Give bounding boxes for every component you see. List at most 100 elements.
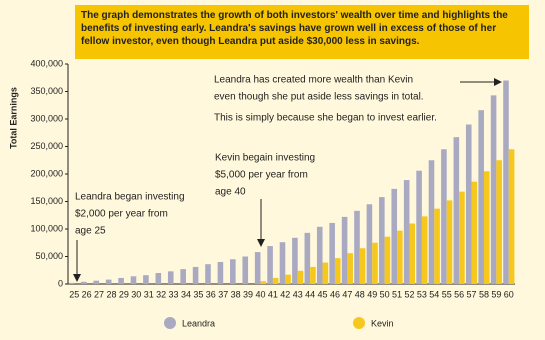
x-tick-label: 43	[293, 289, 303, 299]
annotation: even though she put aside less savings i…	[214, 92, 424, 103]
y-tick-label: 0	[58, 278, 63, 288]
bar	[453, 137, 460, 284]
y-tick-label: 150,000	[30, 196, 63, 206]
x-tick-label: 35	[193, 289, 203, 299]
bar	[384, 236, 391, 284]
note-box: The graph demonstrates the growth of bot…	[75, 5, 529, 59]
bar	[428, 160, 435, 284]
x-tick-label: 47	[342, 289, 352, 299]
annotation: $2,000 per year from	[75, 209, 168, 220]
x-tick-label: 31	[144, 289, 154, 299]
bar	[446, 200, 453, 284]
bar	[403, 180, 410, 284]
bar	[316, 226, 323, 284]
y-tick-label: 200,000	[30, 168, 63, 178]
bar	[496, 160, 502, 284]
bar	[322, 262, 329, 284]
bar	[230, 259, 236, 284]
bar	[68, 282, 75, 284]
bar	[354, 210, 360, 284]
bar	[304, 232, 311, 284]
bar	[155, 273, 162, 284]
y-tick-label: 250,000	[30, 141, 63, 151]
bar	[478, 110, 484, 284]
bar	[434, 208, 440, 284]
bar	[272, 277, 279, 284]
legend-label: Leandra	[182, 318, 215, 328]
x-tick-label: 48	[355, 289, 365, 299]
annotation: Kevin begain investing	[215, 153, 315, 164]
bar	[118, 277, 124, 284]
bar	[242, 256, 249, 284]
bar	[81, 281, 87, 284]
bar	[93, 280, 100, 284]
y-tick-label: 50,000	[35, 251, 63, 261]
x-tick-label: 41	[268, 289, 278, 299]
bar	[503, 80, 509, 284]
x-tick-label: 51	[392, 289, 402, 299]
x-tick-label: 58	[479, 289, 489, 299]
bar	[397, 230, 403, 284]
legend-swatch	[164, 317, 176, 329]
x-tick-label: 29	[119, 289, 129, 299]
bar	[441, 149, 447, 284]
annotation: This is simply because she began to inve…	[214, 113, 437, 124]
annotation: Leandra began investing	[75, 192, 185, 203]
x-tick-label: 59	[491, 289, 501, 299]
bar	[260, 281, 267, 284]
bar	[508, 149, 515, 284]
bar	[254, 252, 261, 284]
x-tick-label: 46	[330, 289, 340, 299]
bar	[379, 197, 385, 284]
x-tick-label: 25	[69, 289, 79, 299]
bar	[465, 124, 472, 284]
bar	[180, 269, 186, 284]
annotation: Leandra has created more wealth than Kev…	[214, 75, 413, 86]
bar	[341, 216, 348, 284]
bar	[279, 242, 286, 284]
y-tick-label: 350,000	[30, 86, 63, 96]
annotation: $5,000 per year from	[215, 170, 308, 181]
x-tick-label: 38	[231, 289, 241, 299]
y-tick-label: 100,000	[30, 223, 63, 233]
bar	[359, 248, 366, 284]
y-axis-label: Total Earnings	[8, 87, 18, 149]
x-tick-label: 45	[318, 289, 328, 299]
bar	[167, 271, 174, 284]
bar	[285, 274, 291, 284]
x-tick-label: 42	[280, 289, 290, 299]
x-tick-label: 53	[417, 289, 427, 299]
y-tick-label: 400,000	[30, 58, 63, 68]
bar	[310, 266, 316, 284]
x-tick-label: 33	[169, 289, 179, 299]
bar	[416, 170, 422, 284]
bar	[297, 270, 304, 284]
bar	[292, 237, 298, 284]
x-tick-label: 54	[429, 289, 439, 299]
x-tick-label: 49	[367, 289, 377, 299]
bar	[409, 223, 416, 284]
x-tick-label: 60	[504, 289, 514, 299]
bar	[130, 276, 137, 284]
bar	[471, 181, 478, 284]
legend-swatch	[353, 317, 365, 329]
bar	[459, 191, 465, 284]
annotation: age 25	[75, 226, 106, 237]
x-tick-label: 32	[156, 289, 166, 299]
x-tick-label: 26	[82, 289, 92, 299]
bar	[366, 204, 373, 284]
x-tick-label: 57	[467, 289, 477, 299]
bar	[372, 242, 378, 284]
x-tick-label: 55	[442, 289, 452, 299]
x-tick-label: 39	[243, 289, 253, 299]
x-tick-label: 34	[181, 289, 191, 299]
bar	[105, 279, 112, 284]
bar	[490, 95, 497, 284]
bar	[192, 266, 199, 284]
x-tick-label: 52	[404, 289, 414, 299]
x-tick-label: 36	[206, 289, 216, 299]
x-tick-label: 50	[380, 289, 390, 299]
x-tick-label: 40	[255, 289, 265, 299]
